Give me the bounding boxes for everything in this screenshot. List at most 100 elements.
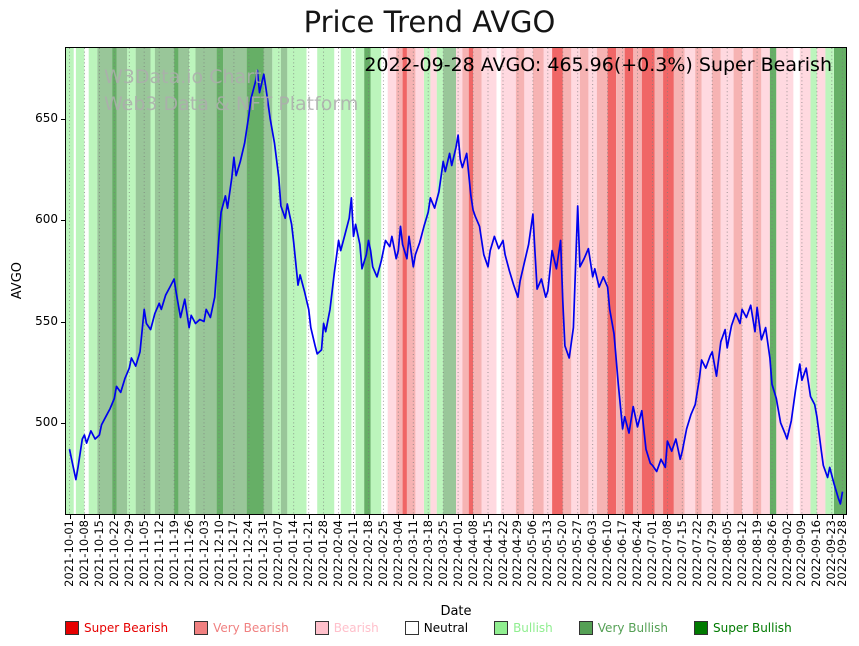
- legend-swatch-super-bullish: [694, 621, 708, 635]
- legend-item-bearish: Bearish: [314, 621, 379, 635]
- x-tick-mark: [577, 515, 579, 519]
- x-tick-mark: [458, 515, 460, 519]
- x-tick-mark: [338, 515, 340, 519]
- x-tick-label: 2022-07-22: [689, 520, 704, 587]
- x-tick-label: 2022-09-09: [794, 520, 809, 587]
- chart-title: Price Trend AVGO: [303, 5, 556, 39]
- x-tick-mark: [189, 515, 191, 519]
- legend-label-super-bearish: Super Bearish: [84, 621, 169, 635]
- x-tick-mark: [816, 515, 818, 519]
- x-tick-mark: [562, 515, 564, 519]
- x-tick-mark: [263, 515, 265, 519]
- x-tick-label: 2021-12-24: [241, 520, 256, 587]
- x-tick-label: 2022-07-15: [674, 520, 689, 587]
- x-tick-mark: [248, 515, 250, 519]
- x-tick-label: 2022-04-29: [510, 520, 525, 587]
- legend-swatch-bearish: [314, 621, 329, 635]
- x-tick-label: 2021-11-19: [166, 520, 181, 587]
- x-tick-mark: [517, 515, 519, 519]
- x-tick-label: 2022-04-01: [450, 520, 465, 587]
- y-tick-mark: [61, 220, 65, 221]
- x-tick-label: 2022-01-14: [286, 520, 301, 587]
- y-axis-label: AVGO: [10, 262, 25, 300]
- x-tick-mark: [383, 515, 385, 519]
- x-tick-label: 2022-06-03: [585, 520, 600, 587]
- x-tick-mark: [488, 515, 489, 519]
- x-axis-label: Date: [440, 604, 472, 619]
- legend-swatch-very-bearish: [194, 621, 209, 635]
- legend-swatch-super-bearish: [65, 621, 79, 635]
- x-tick-mark: [368, 515, 370, 519]
- x-tick-mark: [443, 515, 445, 519]
- x-tick-mark: [682, 515, 684, 519]
- x-tick-mark: [69, 515, 71, 519]
- legend-label-bearish: Bearish: [333, 621, 379, 635]
- x-tick-label: 2021-11-26: [181, 520, 196, 587]
- x-tick-label: 2022-02-18: [361, 520, 375, 587]
- x-tick-mark: [308, 515, 310, 519]
- legend-label-very-bearish: Very Bearish: [213, 621, 289, 635]
- y-tick-mark: [61, 119, 65, 120]
- x-tick-label: 2022-03-11: [405, 520, 420, 587]
- x-tick-label: 2022-01-07: [271, 520, 286, 587]
- legend-item-very-bearish: Very Bearish: [194, 621, 289, 635]
- x-tick-mark: [114, 515, 116, 519]
- x-tick-mark: [697, 515, 699, 519]
- legend-label-super-bullish: Super Bullish: [713, 621, 792, 635]
- y-tick-label: 500: [35, 415, 58, 429]
- x-tick-label: 2022-07-01: [645, 520, 659, 587]
- legend-label-very-bullish: Very Bullish: [597, 621, 668, 635]
- y-tick-mark: [61, 423, 65, 424]
- plot-svg: [66, 48, 846, 514]
- x-tick-label: 2022-01-28: [316, 520, 331, 587]
- legend-item-bullish: Bullish: [494, 621, 553, 635]
- x-tick-label: 2021-10-08: [76, 520, 91, 587]
- x-tick-label: 2022-06-17: [615, 520, 630, 587]
- x-tick-mark: [831, 515, 833, 519]
- x-tick-label: 2021-10-15: [91, 520, 106, 587]
- x-tick-label: 2022-02-25: [375, 520, 390, 587]
- x-tick-mark: [667, 515, 669, 519]
- x-tick-mark: [99, 515, 101, 519]
- legend-swatch-very-bullish: [578, 621, 593, 635]
- x-tick-mark: [787, 515, 788, 519]
- x-tick-mark: [727, 515, 729, 519]
- x-tick-label: 2022-09-28: [835, 520, 849, 587]
- x-tick-mark: [742, 515, 744, 519]
- x-tick-mark: [353, 515, 355, 519]
- x-tick-mark: [532, 515, 534, 519]
- legend-swatch-bullish: [494, 621, 509, 635]
- x-tick-mark: [323, 515, 325, 519]
- x-tick-label: 2021-10-22: [106, 520, 121, 587]
- legend-item-very-bullish: Very Bullish: [578, 621, 668, 635]
- plot-area: W3Data.io Chart Web3 Data & NFT Platform…: [65, 47, 847, 515]
- x-tick-mark: [622, 515, 624, 519]
- y-tick-label: 650: [35, 111, 58, 125]
- x-tick-label: 2022-04-15: [480, 520, 495, 587]
- x-tick-mark: [607, 515, 609, 519]
- x-tick-mark: [144, 515, 146, 519]
- x-tick-label: 2021-11-05: [136, 520, 151, 587]
- x-tick-label: 2022-09-02: [779, 520, 794, 587]
- x-tick-label: 2022-03-25: [435, 520, 450, 587]
- y-tick-label: 550: [35, 314, 58, 328]
- x-tick-mark: [233, 515, 235, 519]
- legend-item-neutral: Neutral: [404, 621, 468, 635]
- x-tick-label: 2022-08-19: [749, 520, 764, 587]
- x-tick-label: 2022-05-06: [525, 520, 540, 587]
- x-tick-mark: [772, 515, 773, 519]
- x-tick-mark: [652, 515, 654, 519]
- x-tick-label: 2021-10-01: [62, 520, 76, 587]
- x-tick-label: 2022-09-16: [809, 520, 824, 587]
- x-tick-mark: [503, 515, 504, 519]
- x-tick-label: 2021-10-29: [121, 520, 136, 587]
- x-tick-mark: [842, 515, 844, 519]
- x-tick-label: 2022-08-26: [764, 520, 779, 587]
- x-tick-label: 2021-12-17: [226, 520, 241, 587]
- legend-label-bullish: Bullish: [513, 621, 553, 635]
- x-tick-mark: [174, 515, 176, 519]
- x-tick-label: 2022-08-05: [719, 520, 734, 587]
- x-tick-mark: [204, 515, 205, 519]
- x-tick-mark: [219, 515, 220, 519]
- x-tick-label: 2021-12-10: [211, 520, 226, 587]
